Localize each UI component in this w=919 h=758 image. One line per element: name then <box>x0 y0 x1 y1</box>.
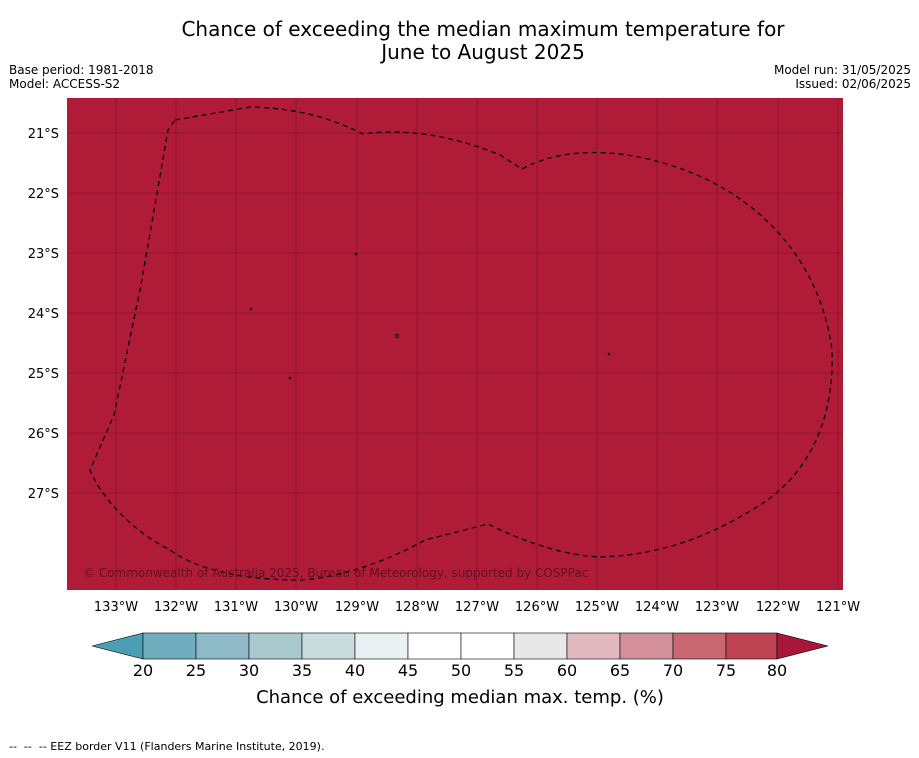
lon-label: 130°W <box>274 600 318 615</box>
colorbar-tick: 20 <box>133 661 153 680</box>
lon-label: 129°W <box>335 600 379 615</box>
island-markers <box>249 252 611 380</box>
colorbar-segment <box>248 632 303 660</box>
lat-label: 23°S <box>28 247 59 262</box>
lon-label: 133°W <box>94 600 138 615</box>
colorbar-segment <box>725 632 778 660</box>
colorbar-ticks: 20 25 30 35 40 45 50 55 60 65 70 75 80 <box>133 661 787 680</box>
lat-label: 24°S <box>28 307 59 322</box>
colorbar-tick: 35 <box>292 661 312 680</box>
meta-left: Base period: 1981-2018 Model: ACCESS-S2 <box>9 63 154 91</box>
lat-label: 25°S <box>28 367 59 382</box>
colorbar-segment <box>195 632 250 660</box>
model-run: Model run: 31/05/2025 <box>773 63 911 77</box>
colorbar-tick: 80 <box>767 661 787 680</box>
colorbar-segment <box>142 632 197 660</box>
base-period: Base period: 1981-2018 <box>9 63 154 77</box>
lon-label: 125°W <box>575 600 619 615</box>
colorbar-high-extend <box>776 632 829 660</box>
colorbar-tick: 45 <box>398 661 418 680</box>
eez-border <box>89 106 833 581</box>
map-gridlines <box>67 98 843 590</box>
map-figure: © Commonwealth of Australia 2025, Bureau… <box>28 98 860 708</box>
colorbar-tick: 40 <box>345 661 365 680</box>
lon-label: 127°W <box>455 600 499 615</box>
colorbar-segment <box>566 632 621 660</box>
colorbar-tick: 75 <box>716 661 736 680</box>
colorbar <box>91 632 829 660</box>
colorbar-segment <box>619 632 674 660</box>
issued-date: Issued: 02/06/2025 <box>795 77 911 91</box>
colorbar-segment <box>301 632 356 660</box>
lon-label: 128°W <box>395 600 439 615</box>
meta-right: Model run: 31/05/2025 Issued: 02/06/2025 <box>774 63 911 91</box>
lon-label: 121°W <box>816 600 860 615</box>
lat-label: 27°S <box>28 487 59 502</box>
lat-label: 22°S <box>28 187 59 202</box>
colorbar-tick: 25 <box>186 661 206 680</box>
map-panel <box>67 98 843 590</box>
chart-title: Chance of exceeding the median maximum t… <box>0 18 919 64</box>
lon-label: 124°W <box>635 600 679 615</box>
colorbar-tick: 50 <box>451 661 471 680</box>
lat-axis: 21°S 22°S 23°S 24°S 25°S 26°S 27°S <box>28 127 59 502</box>
colorbar-segment <box>460 632 515 660</box>
copyright-notice: © Commonwealth of Australia 2025, Bureau… <box>83 566 588 580</box>
colorbar-segment <box>513 632 568 660</box>
lon-label: 131°W <box>214 600 258 615</box>
lat-label: 26°S <box>28 427 59 442</box>
colorbar-segment <box>672 632 727 660</box>
lon-label: 123°W <box>695 600 739 615</box>
colorbar-tick: 70 <box>663 661 683 680</box>
colorbar-segment <box>354 632 409 660</box>
lon-label: 132°W <box>154 600 198 615</box>
model-name: Model: ACCESS-S2 <box>9 77 121 91</box>
colorbar-low-extend <box>91 632 144 660</box>
colorbar-tick: 65 <box>610 661 630 680</box>
eez-legend-note: -- -- -- EEZ border V11 (Flanders Marine… <box>9 740 325 753</box>
lon-label: 122°W <box>756 600 800 615</box>
title-line-1: Chance of exceeding the median maximum t… <box>181 17 785 41</box>
lon-label: 126°W <box>515 600 559 615</box>
lon-axis: 133°W 132°W 131°W 130°W 129°W 128°W 127°… <box>94 600 860 615</box>
colorbar-label: Chance of exceeding median max. temp. (%… <box>256 687 664 708</box>
colorbar-segment <box>407 632 462 660</box>
colorbar-tick: 60 <box>557 661 577 680</box>
title-line-2: June to August 2025 <box>381 40 585 64</box>
colorbar-tick: 30 <box>239 661 259 680</box>
lat-label: 21°S <box>28 127 59 142</box>
colorbar-tick: 55 <box>504 661 524 680</box>
